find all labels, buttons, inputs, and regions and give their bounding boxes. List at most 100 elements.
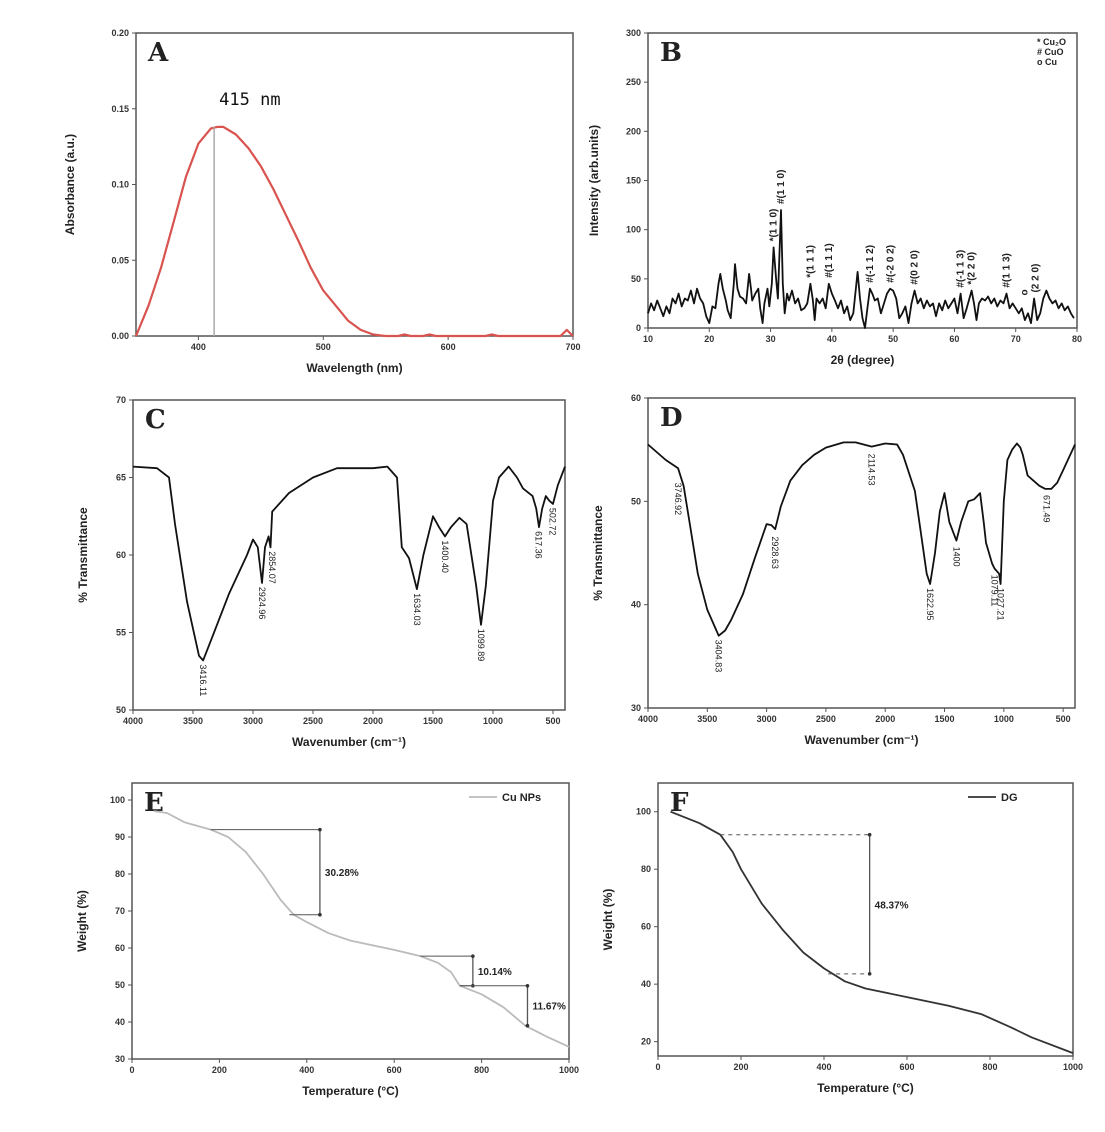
chart-panel-b: B 10 20 30 40 50 60 70 80 0 50 100 150 200 250 300 2θ (d… bbox=[587, 28, 1082, 367]
peak-label: #(-1 1 2) bbox=[865, 245, 876, 283]
legend-entry: # CuO bbox=[1037, 47, 1064, 57]
plot-frame bbox=[132, 399, 566, 711]
panel-label: B bbox=[660, 38, 682, 68]
x-tick-label: 1500 bbox=[423, 716, 443, 726]
panel-label: E bbox=[144, 788, 164, 818]
y-tick-label: 0.05 bbox=[111, 255, 129, 265]
y-tick-label: 60 bbox=[631, 393, 641, 403]
peak-label: 1400 bbox=[951, 547, 961, 567]
peak-label: #(1 1 3) bbox=[1002, 253, 1013, 287]
x-tick-label: 2000 bbox=[875, 714, 895, 724]
x-tick-label: 200 bbox=[733, 1062, 748, 1072]
y-tick-label: 200 bbox=[626, 126, 641, 136]
x-tick-label: 3000 bbox=[243, 716, 263, 726]
y-tick-label: 70 bbox=[115, 906, 125, 916]
step-percentage-label: 48.37% bbox=[875, 900, 909, 911]
peak-label: 3746.92 bbox=[673, 483, 683, 516]
series-line bbox=[670, 810, 1074, 1054]
series-line bbox=[134, 125, 574, 338]
series-line bbox=[132, 465, 566, 662]
step-arrow-head bbox=[318, 912, 322, 917]
x-tick-label: 800 bbox=[474, 1065, 489, 1075]
peak-label: 1079.11 bbox=[989, 575, 999, 607]
peak-label: 3416.11 bbox=[198, 664, 208, 696]
y-tick-label: 80 bbox=[115, 869, 125, 879]
x-axis-label: Wavelength (nm) bbox=[306, 361, 402, 375]
peak-label: 2854.07 bbox=[267, 551, 277, 584]
peak-label: *(1 1 1) bbox=[805, 245, 816, 278]
y-axis-label: Intensity (arb.units) bbox=[587, 125, 601, 236]
x-tick-label: 3500 bbox=[697, 714, 717, 724]
legend-entry: o Cu bbox=[1037, 57, 1057, 67]
peak-label: 1099.89 bbox=[476, 629, 486, 662]
y-tick-label: 65 bbox=[116, 473, 126, 483]
plot-frame bbox=[647, 32, 1078, 329]
x-tick-label: 400 bbox=[191, 342, 206, 352]
y-tick-label: 40 bbox=[631, 600, 641, 610]
x-tick-label: 50 bbox=[888, 334, 898, 344]
x-tick-label: 600 bbox=[387, 1065, 402, 1075]
peak-label: 671.49 bbox=[1042, 495, 1052, 523]
y-axis-label: % Transmittance bbox=[591, 505, 605, 601]
y-tick-label: 50 bbox=[115, 980, 125, 990]
chart-panel-d: D 4000 3500 3000 2500 2000 1500 1000 500 30 40 50 60… bbox=[591, 393, 1076, 747]
x-tick-label: 1000 bbox=[1063, 1062, 1083, 1072]
y-tick-label: 90 bbox=[115, 832, 125, 842]
legend-entry: DG bbox=[1001, 792, 1018, 804]
x-tick-label: 1000 bbox=[559, 1065, 579, 1075]
y-axis-label: Absorbance (a.u.) bbox=[63, 134, 77, 235]
y-tick-label: 0.20 bbox=[111, 28, 129, 38]
y-axis-label: Weight (%) bbox=[75, 890, 89, 952]
x-tick-label: 4000 bbox=[123, 716, 143, 726]
x-tick-label: 0 bbox=[129, 1065, 134, 1075]
peak-label: #(1 1 1) bbox=[824, 243, 835, 277]
step-arrow-head bbox=[525, 1023, 530, 1028]
peak-label: #(1 1 0) bbox=[776, 170, 787, 204]
peak-label: *(1 1 0) bbox=[769, 209, 780, 242]
y-tick-label: 100 bbox=[626, 225, 641, 235]
peak-label: *(2 2 0) bbox=[967, 252, 978, 285]
y-axis-label: Weight (%) bbox=[601, 889, 615, 951]
peak-marker-label: 415 nm bbox=[219, 90, 280, 110]
peak-label: #(-2 0 2) bbox=[886, 245, 897, 283]
y-tick-label: 0 bbox=[636, 323, 641, 333]
panel-label: C bbox=[145, 405, 166, 435]
x-tick-label: 4000 bbox=[638, 714, 658, 724]
peak-label: 1400.40 bbox=[440, 540, 450, 573]
panel-label: F bbox=[670, 788, 689, 818]
x-tick-label: 800 bbox=[982, 1062, 997, 1072]
x-axis-label: Temperature (°C) bbox=[817, 1081, 914, 1095]
x-tick-label: 3500 bbox=[183, 716, 203, 726]
step-arrow-head bbox=[318, 827, 322, 832]
x-tick-label: 10 bbox=[643, 334, 653, 344]
plot-frame bbox=[135, 32, 574, 337]
peak-label: 3404.83 bbox=[714, 640, 724, 673]
y-tick-label: 60 bbox=[116, 550, 126, 560]
step-arrow-head bbox=[867, 832, 872, 837]
step-percentage-label: 10.14% bbox=[478, 967, 512, 978]
y-tick-label: 40 bbox=[641, 979, 651, 989]
x-tick-label: 400 bbox=[816, 1062, 831, 1072]
y-tick-label: 100 bbox=[110, 795, 125, 805]
x-tick-label: 200 bbox=[212, 1065, 227, 1075]
x-tick-label: 3000 bbox=[757, 714, 777, 724]
peak-label: 2928.63 bbox=[770, 536, 780, 569]
x-axis-label: Wavenumber (cm⁻¹) bbox=[805, 733, 919, 747]
x-tick-label: 2500 bbox=[816, 714, 836, 724]
y-tick-label: 50 bbox=[116, 705, 126, 715]
chart-panel-e: E 0 200 400 600 800 1000 30 40 50 60 70 80 90 100 Tempe… bbox=[75, 782, 579, 1098]
panel-label: A bbox=[147, 38, 169, 68]
peak-label: (2 2 0) bbox=[1030, 264, 1041, 293]
y-tick-label: 60 bbox=[641, 922, 651, 932]
y-axis-label: % Transmittance bbox=[76, 507, 90, 603]
peak-label: 502.72 bbox=[547, 508, 557, 536]
y-tick-label: 60 bbox=[115, 943, 125, 953]
x-axis-label: Temperature (°C) bbox=[302, 1084, 399, 1098]
plot-frame bbox=[131, 782, 570, 1060]
peak-label: 617.36 bbox=[534, 531, 544, 559]
y-tick-label: 55 bbox=[116, 628, 126, 638]
peak-label: 1634.03 bbox=[412, 593, 422, 626]
x-tick-label: 700 bbox=[565, 342, 580, 352]
y-tick-label: 80 bbox=[641, 864, 651, 874]
x-tick-label: 2000 bbox=[363, 716, 383, 726]
